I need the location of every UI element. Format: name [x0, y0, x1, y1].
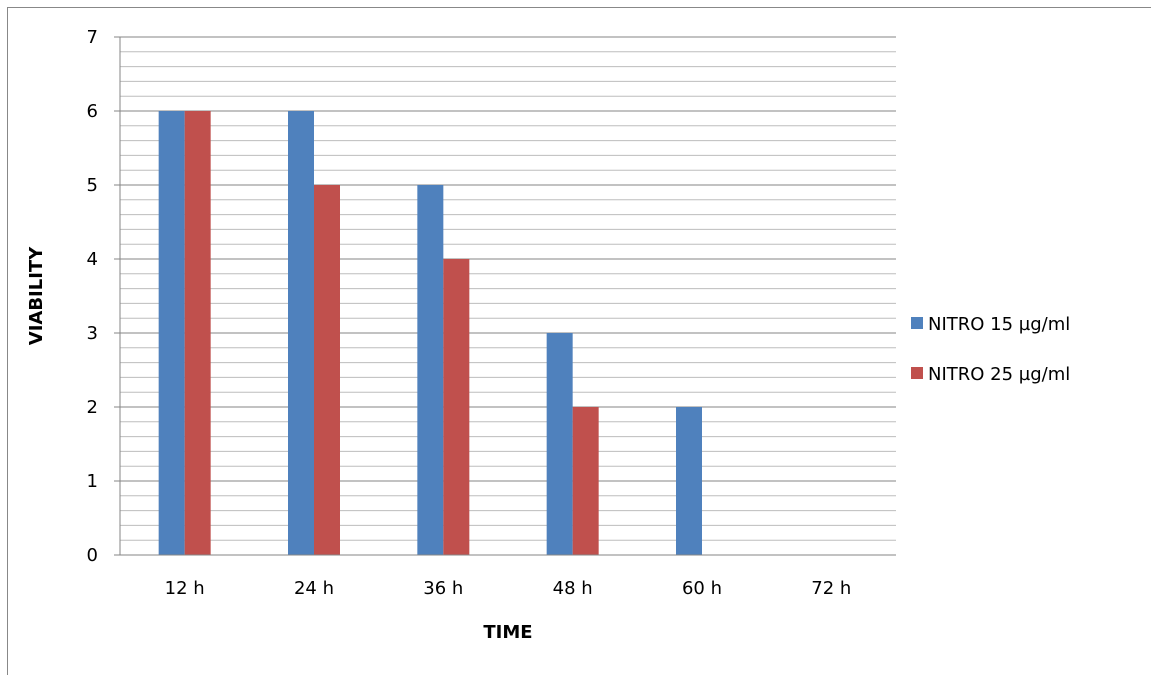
x-tick-label: 12 h — [165, 578, 205, 599]
axes — [114, 36, 896, 556]
y-tick-label: 1 — [87, 471, 98, 492]
y-tick-label: 4 — [87, 249, 98, 270]
y-tick-label: 2 — [87, 397, 98, 418]
x-tick-label: 36 h — [423, 578, 463, 599]
legend-swatch-1 — [911, 317, 923, 329]
bar-24h-series-1 — [288, 111, 314, 555]
x-tick-label: 24 h — [294, 578, 334, 599]
x-axis-title: TIME — [483, 622, 532, 643]
y-tick-label: 3 — [87, 323, 98, 344]
y-tick-labels: 0 1 2 3 4 5 6 7 — [87, 27, 98, 566]
legend: NITRO 15 µg/ml NITRO 25 µg/ml — [911, 314, 1070, 385]
y-axis-title: VIABILITY — [26, 246, 47, 345]
y-tick-label: 5 — [87, 175, 98, 196]
legend-label-2: NITRO 25 µg/ml — [928, 364, 1070, 385]
bar-12h-series-2 — [184, 111, 211, 555]
gridlines — [120, 36, 896, 556]
y-tick-label: 7 — [87, 27, 98, 48]
y-tick-label: 0 — [87, 545, 98, 566]
bar-24h-series-2 — [314, 185, 340, 555]
x-tick-labels: 12 h 24 h 36 h 48 h 60 h 72 h — [165, 578, 852, 599]
x-tick-label: 48 h — [553, 578, 593, 599]
bar-60h-series-1 — [676, 407, 702, 555]
bar-36h-series-2 — [443, 259, 470, 555]
chart-frame — [7, 7, 1151, 675]
bar-48h-series-1 — [546, 333, 573, 555]
bar-48h-series-2 — [572, 407, 599, 555]
x-tick-label: 72 h — [811, 578, 851, 599]
bars — [158, 111, 702, 555]
bar-12h-series-1 — [158, 111, 185, 555]
legend-swatch-2 — [911, 367, 923, 379]
x-tick-label: 60 h — [682, 578, 722, 599]
legend-label-1: NITRO 15 µg/ml — [928, 314, 1070, 335]
bar-36h-series-1 — [417, 185, 444, 555]
y-tick-label: 6 — [87, 101, 98, 122]
